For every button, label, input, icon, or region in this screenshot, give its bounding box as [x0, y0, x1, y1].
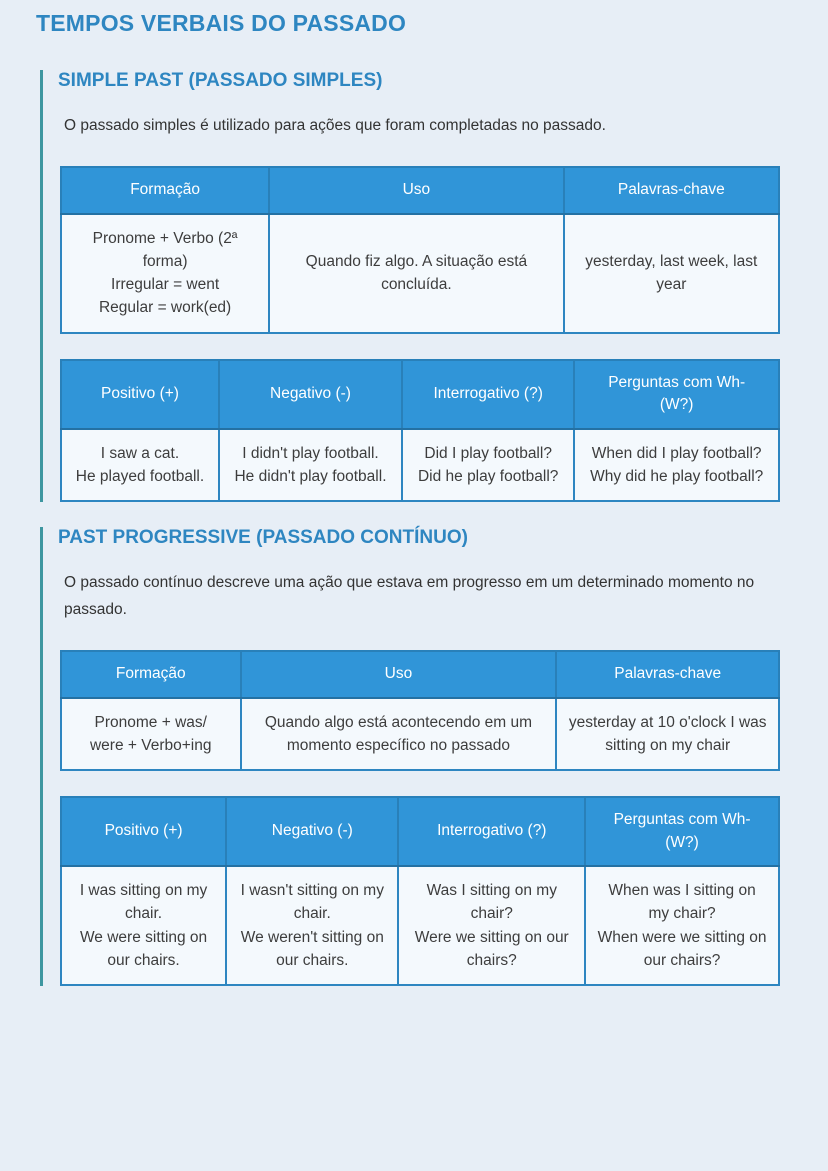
section-past-progressive: PAST PROGRESSIVE (PASSADO CONTÍNUO) O pa… [40, 527, 792, 987]
cell-positivo: I saw a cat. He played football. [60, 427, 220, 503]
cell-negativo: I didn't play football. He didn't play f… [217, 427, 404, 503]
column-header-interrogativo: Interrogativo (?) [397, 796, 587, 868]
column-header-negativo: Negativo (-) [225, 796, 400, 868]
document: TEMPOS VERBAIS DO PASSADO SIMPLE PAST (P… [36, 10, 792, 987]
column-header-positivo: Positivo (+) [59, 796, 228, 868]
cell-uso: Quando algo está acontecendo em um momen… [239, 696, 558, 772]
table-row: Pronome + Verbo (2ª forma) Irregular = w… [59, 212, 781, 334]
table-header-row: Positivo (+) Negativo (-) Interrogativo … [59, 796, 780, 868]
cell-palavras-chave: yesterday at 10 o'clock I was sitting on… [555, 696, 780, 772]
past-progressive-examples-table: Positivo (+) Negativo (-) Interrogativo … [59, 796, 780, 987]
column-header-uso: Uso [268, 166, 565, 215]
page-title: TEMPOS VERBAIS DO PASSADO [36, 10, 407, 36]
column-header-negativo: Negativo (-) [217, 358, 404, 430]
column-header-palavras-chave: Palavras-chave [555, 650, 780, 699]
table-row: Pronome + was/ were + Verbo+ing Quando a… [60, 696, 780, 772]
cell-positivo: I was sitting on my chair. We were sitti… [59, 865, 228, 987]
cell-negativo: I wasn't sitting on my chair. We weren't… [225, 865, 400, 987]
section-description: O passado simples é utilizado para ações… [64, 117, 606, 134]
table-row: I was sitting on my chair. We were sitti… [59, 865, 780, 987]
simple-past-examples-table: Positivo (+) Negativo (-) Interrogativo … [60, 358, 780, 503]
section-simple-past: SIMPLE PAST (PASSADO SIMPLES) O passado … [40, 70, 792, 503]
table-header-row: Formação Uso Palavras-chave [59, 166, 781, 215]
cell-perguntas-wh: When did I play football? Why did he pla… [573, 427, 780, 503]
cell-uso: Quando fiz algo. A situação está concluí… [268, 212, 565, 334]
past-progressive-formation-table: Formação Uso Palavras-chave Pronome + wa… [60, 650, 780, 772]
column-header-positivo: Positivo (+) [60, 358, 220, 430]
section-heading-past-progressive: PAST PROGRESSIVE (PASSADO CONTÍNUO) [58, 527, 468, 549]
cell-formacao: Pronome + was/ were + Verbo+ing [60, 696, 242, 772]
cell-interrogativo: Did I play football? Did he play footbal… [401, 427, 576, 503]
simple-past-formation-table: Formação Uso Palavras-chave Pronome + Ve… [59, 166, 781, 334]
column-header-interrogativo: Interrogativo (?) [401, 358, 576, 430]
table-header-row: Formação Uso Palavras-chave [60, 650, 780, 699]
table-header-row: Positivo (+) Negativo (-) Interrogativo … [60, 358, 780, 430]
column-header-perguntas-wh: Perguntas com Wh- (W?) [584, 796, 780, 868]
column-header-perguntas-wh: Perguntas com Wh- (W?) [573, 358, 780, 430]
column-header-formacao: Formação [59, 166, 271, 215]
column-header-uso: Uso [239, 650, 558, 699]
column-header-formacao: Formação [60, 650, 242, 699]
cell-palavras-chave: yesterday, last week, last year [562, 212, 781, 334]
table-row: I saw a cat. He played football. I didn'… [60, 427, 780, 503]
section-heading-simple-past: SIMPLE PAST (PASSADO SIMPLES) [58, 70, 383, 91]
cell-formacao: Pronome + Verbo (2ª forma) Irregular = w… [59, 212, 271, 334]
cell-interrogativo: Was I sitting on my chair? Were we sitti… [397, 865, 587, 987]
section-description: O passado contínuo descreve uma ação que… [64, 574, 755, 619]
cell-perguntas-wh: When was I sitting on my chair? When wer… [584, 865, 780, 987]
column-header-palavras-chave: Palavras-chave [562, 166, 781, 215]
